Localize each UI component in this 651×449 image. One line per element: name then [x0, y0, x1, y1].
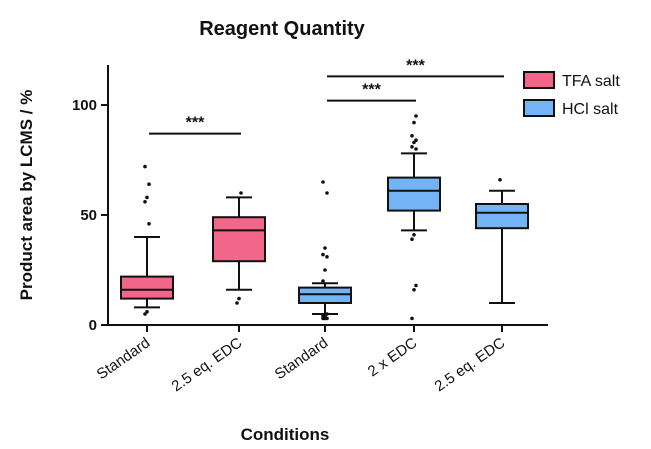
- box-iqr: [120, 275, 174, 300]
- legend: TFA salt HCl salt: [523, 71, 620, 118]
- x-category-label: 2.5 eq. EDC: [169, 334, 246, 395]
- y-tick-label: 100: [72, 97, 97, 114]
- outlier-point: [321, 252, 325, 257]
- outlier-point: [325, 312, 329, 316]
- y-tick-label: 50: [80, 207, 97, 224]
- outlier-point: [239, 191, 243, 195]
- outlier-point: [410, 134, 414, 138]
- significance-label: ***: [186, 115, 205, 132]
- outlier-point: [410, 145, 414, 149]
- outlier-point: [147, 222, 151, 226]
- outlier-point: [143, 164, 147, 169]
- outlier-point: [414, 147, 418, 151]
- outlier-point: [414, 114, 418, 118]
- outlier-point: [410, 316, 414, 321]
- outlier-point: [412, 120, 416, 125]
- outlier-point: [325, 191, 329, 195]
- legend-label: HCl salt: [562, 101, 619, 118]
- box-iqr: [475, 203, 529, 230]
- outlier-point: [412, 288, 416, 292]
- outlier-point: [145, 195, 149, 200]
- y-axis-title: Product area by LCMS / %: [17, 90, 36, 301]
- plot-area: 0 50 100 Standard 2.5 eq. EDC Standard 2 x EDC…: [72, 57, 548, 395]
- outlier-point: [143, 200, 147, 204]
- x-category-label: Standard: [94, 334, 154, 383]
- outlier-point: [414, 283, 418, 288]
- box-iqr: [212, 216, 266, 263]
- x-category-label: 2 x EDC: [365, 334, 421, 380]
- outlier-point: [235, 301, 239, 305]
- outlier-point: [237, 296, 241, 301]
- x-axis-title: Conditions: [241, 425, 330, 444]
- outlier-point: [323, 246, 327, 250]
- legend-swatch: [523, 71, 555, 89]
- outlier-point: [321, 180, 325, 184]
- box-iqr: [298, 286, 352, 305]
- legend-swatch: [523, 99, 555, 117]
- outlier-point: [145, 310, 149, 314]
- x-category-label: 2.5 eq. EDC: [432, 334, 509, 395]
- legend-label: TFA salt: [562, 73, 620, 90]
- outlier-point: [147, 182, 151, 186]
- significance-label: ***: [362, 82, 381, 99]
- y-tick-label: 0: [89, 317, 97, 334]
- outlier-point: [498, 178, 502, 182]
- outlier-point: [321, 279, 325, 283]
- box-iqr: [387, 176, 441, 212]
- outlier-point: [410, 237, 414, 241]
- x-category-label: Standard: [272, 334, 332, 383]
- outlier-point: [414, 138, 418, 142]
- outlier-point: [323, 268, 327, 272]
- outlier-point: [325, 254, 329, 259]
- chart-title: Reagent Quantity: [199, 18, 365, 40]
- significance-label: ***: [406, 57, 425, 74]
- outlier-point: [412, 233, 416, 237]
